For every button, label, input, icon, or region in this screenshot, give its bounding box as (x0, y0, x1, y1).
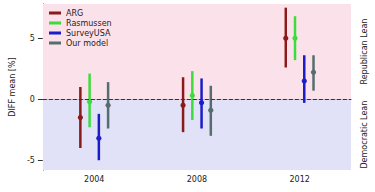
svg-text:2008: 2008 (187, 175, 207, 184)
svg-text:0: 0 (30, 95, 35, 104)
svg-text:DIFF mean [%]: DIFF mean [%] (8, 57, 17, 116)
svg-text:Our model: Our model (66, 39, 108, 48)
svg-text:5: 5 (30, 34, 35, 43)
svg-text:-5: -5 (27, 156, 35, 165)
svg-text:Democratic Lean: Democratic Lean (360, 101, 369, 169)
svg-text:ARG: ARG (66, 9, 83, 18)
svg-text:2004: 2004 (84, 175, 104, 184)
svg-text:Rasmussen: Rasmussen (66, 19, 112, 28)
svg-text:2012: 2012 (289, 175, 309, 184)
svg-text:SurveyUSA: SurveyUSA (66, 29, 111, 38)
svg-text:Republican Lean: Republican Lean (360, 19, 369, 85)
